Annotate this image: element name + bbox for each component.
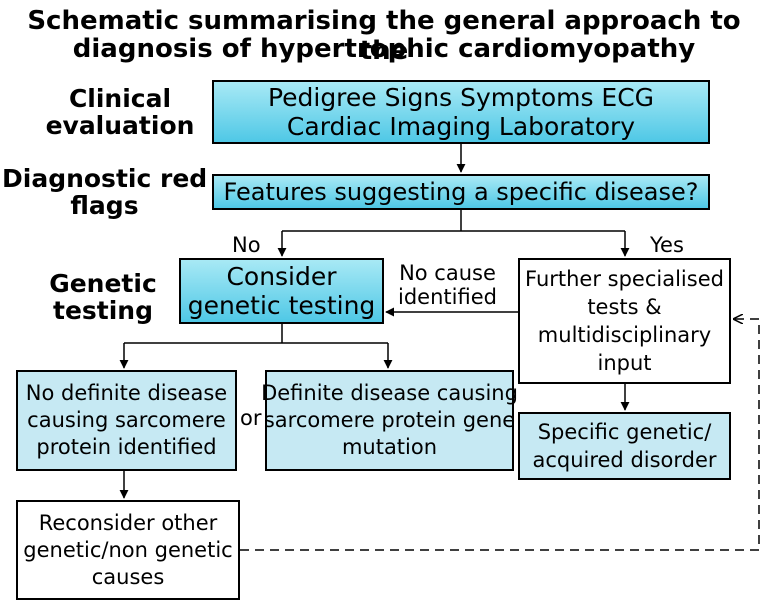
no-cause-line-1: No cause	[399, 261, 496, 285]
clinical-eval-line-2: Cardiac Imaging Laboratory	[286, 112, 636, 141]
box-reconsider-other-causes: Reconsider other genetic/non genetic cau…	[16, 500, 240, 600]
stage-clinical-line-1: Clinical	[68, 84, 172, 113]
title-line-2: diagnosis of hypertrophic cardiomyopathy	[72, 34, 696, 64]
stage-genetic-line-1: Genetic	[49, 269, 157, 298]
box-specific-genetic-disorder: Specific genetic/ acquired disorder	[518, 412, 731, 480]
stage-clinical-evaluation: Clinical evaluation	[30, 85, 210, 139]
box-definite-disease-mutation: Definite disease causing sarcomere prote…	[261, 370, 518, 471]
stage-genetic-line-2: testing	[53, 296, 153, 325]
further-line-3: multidisciplinary	[537, 323, 712, 347]
further-line-1: Further specialised	[525, 267, 724, 291]
reconsider-line-2: genetic/non genetic	[23, 537, 233, 562]
definite-line-2: sarcomere protein gene	[263, 408, 516, 432]
stage-clinical-line-2: evaluation	[45, 111, 195, 140]
consider-line-1: Consider	[226, 262, 337, 291]
further-line-2: tests &	[587, 295, 662, 319]
title-line-1: Schematic summarising the general approa…	[27, 6, 741, 66]
label-no-cause-identified: No cause identified	[398, 261, 497, 309]
reconsider-line-3: causes	[91, 564, 165, 589]
label-yes: Yes	[650, 233, 684, 257]
stage-red-flags-line-2: flags	[70, 191, 139, 220]
no-definite-line-2: causing sarcomere	[27, 408, 226, 432]
dashed-feedback-loop	[240, 319, 760, 551]
further-line-4: input	[597, 351, 652, 375]
definite-line-1: Definite disease causing	[261, 381, 518, 405]
box-clinical-evaluation: Pedigree Signs Symptoms ECG Cardiac Imag…	[212, 80, 710, 144]
definite-line-3: mutation	[341, 435, 438, 459]
box-further-specialised-tests: Further specialised tests & multidiscipl…	[518, 258, 731, 384]
stage-diagnostic-red-flags: Diagnostic red flags	[2, 165, 207, 219]
no-definite-line-1: No definite disease	[25, 381, 228, 405]
specific-line-2: acquired disorder	[532, 448, 717, 472]
label-or: or	[240, 406, 262, 430]
box-no-definite-disease: No definite disease causing sarcomere pr…	[16, 370, 237, 471]
specific-line-1: Specific genetic/	[537, 420, 712, 444]
stage-red-flags-line-1: Diagnostic red	[2, 164, 208, 193]
label-no: No	[232, 233, 261, 257]
box-features-specific-disease: Features suggesting a specific disease?	[212, 174, 710, 210]
features-line-1: Features suggesting a specific disease?	[223, 178, 699, 206]
clinical-eval-line-1: Pedigree Signs Symptoms ECG	[267, 83, 655, 112]
box-consider-genetic-testing: Consider genetic testing	[179, 258, 384, 324]
reconsider-line-1: Reconsider other	[38, 510, 218, 535]
stage-genetic-testing: Genetic testing	[38, 270, 168, 324]
no-cause-line-2: identified	[398, 285, 497, 309]
no-definite-line-3: protein identified	[36, 435, 217, 459]
consider-line-2: genetic testing	[187, 291, 376, 320]
